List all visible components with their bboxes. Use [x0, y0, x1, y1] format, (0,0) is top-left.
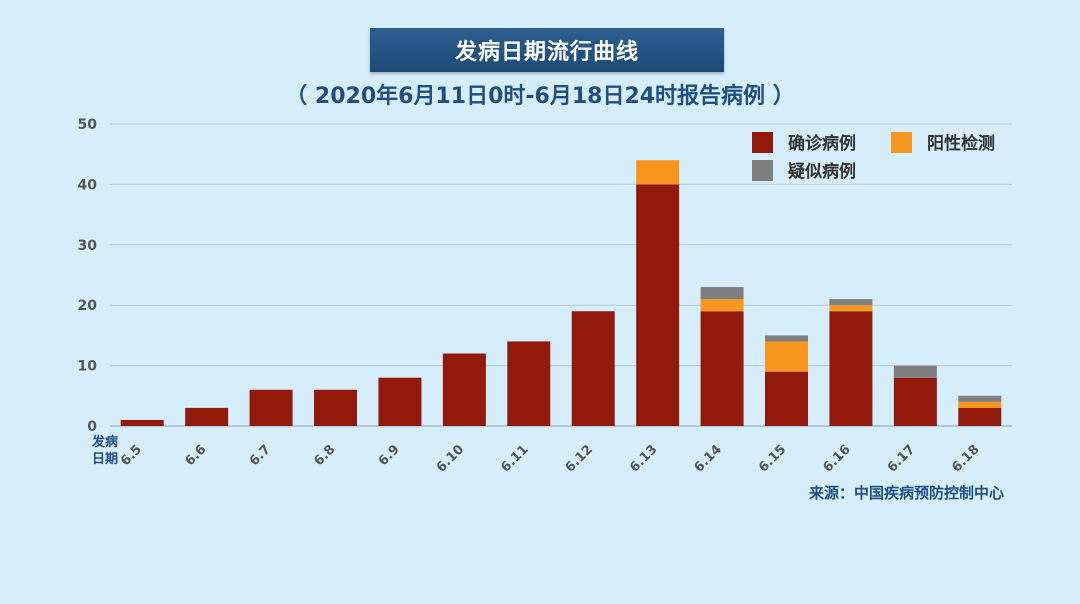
grid-lines: [110, 123, 1012, 427]
y-tick-label: 50: [78, 117, 98, 133]
bar-segment: [636, 160, 680, 185]
y-tick-label: 10: [78, 359, 98, 375]
x-axis-ticks: 6.5 6.6 6.7 6.8 6.9 6.10 6.11 6.12 6.13 6.14 6.15 6…: [118, 442, 982, 475]
bar-segment: [829, 305, 873, 312]
bar-segment: [378, 377, 422, 426]
bar-segment: [765, 341, 808, 372]
x-tick-label: 6.9: [376, 442, 403, 469]
bar-segment: [700, 299, 744, 312]
bar-segment: [636, 184, 680, 426]
bar-segment: [829, 311, 873, 426]
bar-segment: [765, 335, 808, 342]
legend-label: 疑似病例: [788, 161, 856, 182]
bar-segment: [958, 407, 1002, 426]
legend-swatch: [752, 132, 773, 153]
x-axis-label-line2: 日期: [92, 452, 118, 467]
bar-segment: [893, 377, 937, 426]
bar-segment: [185, 407, 229, 426]
bar-segment: [120, 419, 164, 426]
y-tick-label: 0: [87, 419, 97, 435]
legend-swatch: [891, 132, 912, 153]
bar-segment: [507, 341, 551, 426]
x-tick-label: 6.10: [434, 442, 467, 475]
x-tick-label: 6.18: [949, 442, 982, 475]
chart-subtitle: （ 2020年6月11日0时-6月18日24时报告病例 ）: [285, 84, 795, 109]
x-tick-label: 6.6: [183, 442, 210, 469]
bar-segment: [829, 299, 873, 306]
y-tick-label: 30: [78, 238, 98, 254]
chart-title: 发病日期流行曲线: [370, 28, 724, 72]
data-source: 来源：中国疾病预防控制中心: [808, 484, 1004, 502]
x-tick-label: 6.11: [498, 442, 531, 475]
x-tick-label: 6.17: [885, 442, 918, 475]
bar-segment: [249, 389, 293, 426]
bar-segment: [314, 389, 357, 426]
x-tick-label: 6.13: [627, 442, 660, 475]
x-tick-label: 6.12: [563, 442, 596, 475]
y-axis-ticks: 0 10 20 30 40 50: [78, 117, 98, 435]
bar-segment: [700, 287, 744, 300]
bar-segment: [958, 395, 1002, 402]
y-tick-label: 40: [78, 177, 98, 193]
bar-segment: [893, 365, 937, 378]
bars: [120, 160, 1002, 426]
bar-segment: [958, 401, 1002, 408]
legend-swatch: [752, 160, 773, 181]
bar-segment: [765, 371, 808, 426]
x-tick-label: 6.5: [118, 442, 145, 469]
bar-segment: [442, 353, 486, 426]
x-tick-label: 6.7: [247, 442, 274, 469]
x-tick-label: 6.8: [311, 442, 338, 469]
bar-segment: [700, 311, 744, 426]
y-tick-label: 20: [78, 298, 98, 314]
x-tick-label: 6.14: [692, 442, 725, 475]
x-tick-label: 6.16: [820, 442, 853, 475]
x-axis-label-line1: 发病: [91, 434, 118, 450]
legend-label: 确诊病例: [788, 133, 856, 154]
bar-segment: [571, 311, 615, 426]
x-tick-label: 6.15: [756, 442, 789, 475]
legend-label: 阳性检测: [927, 133, 995, 154]
